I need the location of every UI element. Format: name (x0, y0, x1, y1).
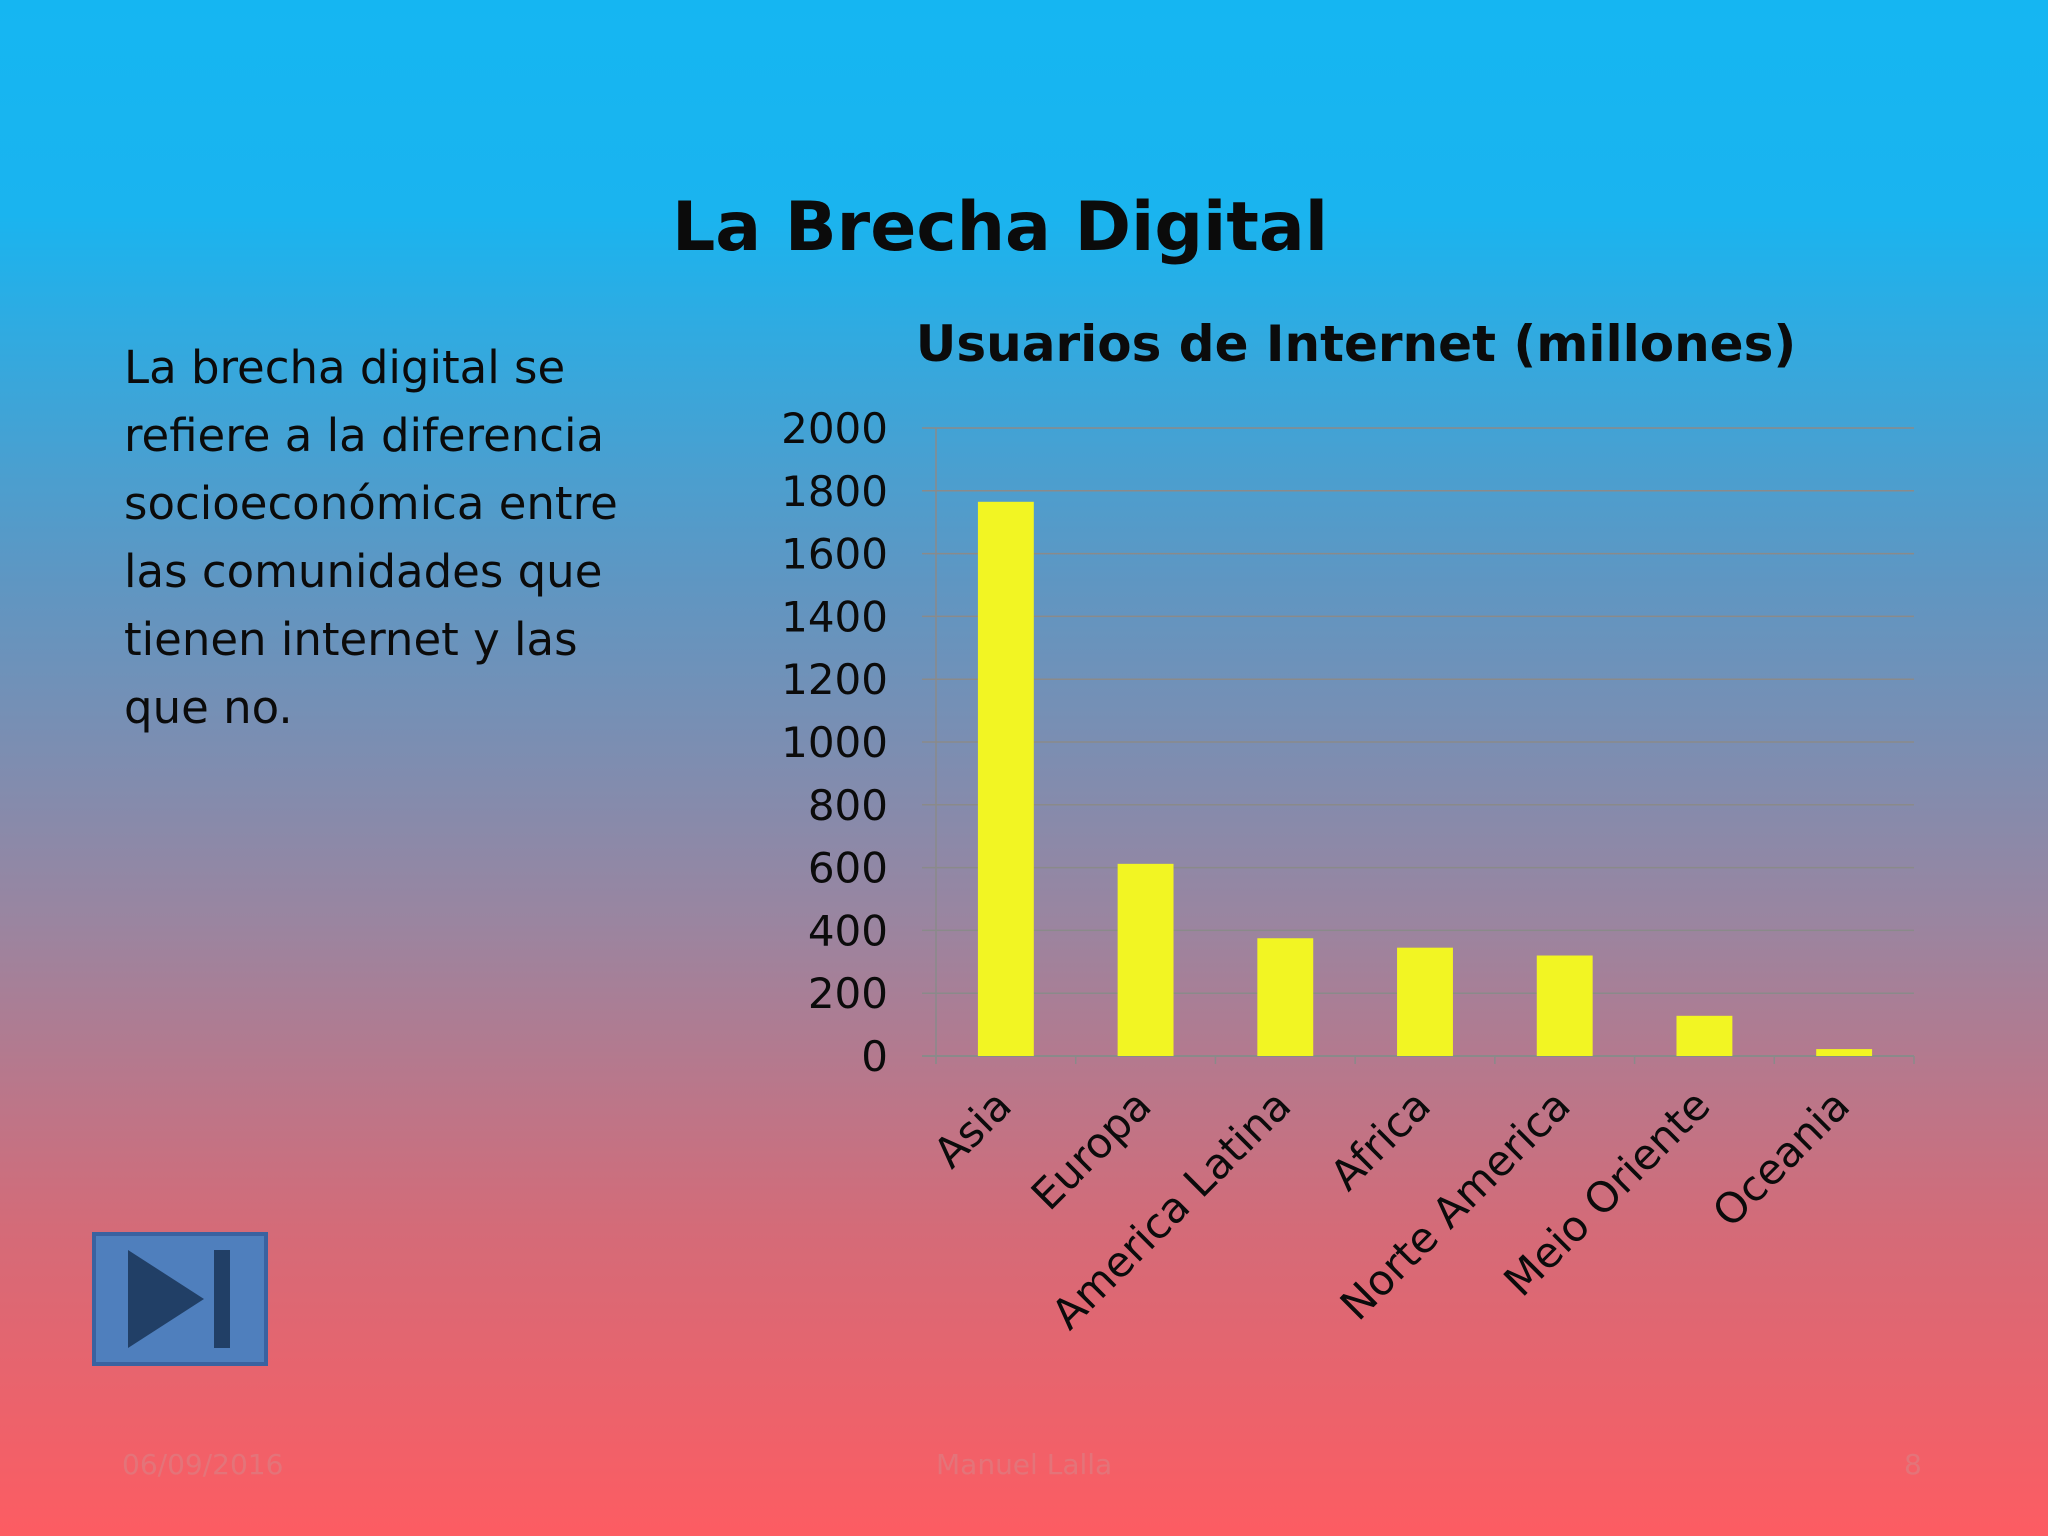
bar-africa (1397, 947, 1453, 1056)
y-tick-label: 1800 (781, 467, 888, 516)
body-line: las comunidades que (124, 545, 603, 598)
chart-title: Usuarios de Internet (millones) (916, 315, 1796, 373)
y-axis-ticks: 0 200 400 600 800 1000 1200 1400 1600 1800 2000 (781, 404, 888, 1081)
y-tick-label: 200 (808, 969, 888, 1018)
y-tick-label: 1000 (781, 718, 888, 767)
y-tick-label: 400 (808, 906, 888, 955)
x-tick-label: Africa (1321, 1080, 1440, 1199)
body-line: refiere a la diferencia (124, 409, 605, 462)
bar-meio-oriente (1676, 1015, 1733, 1056)
slide-title: La Brecha Digital (671, 188, 1329, 267)
gridlines (922, 427, 1915, 1064)
skip-forward-icon (128, 1250, 230, 1348)
bar-chart: Usuarios de Internet (millones) 0 200 400 6… (781, 315, 1915, 1339)
y-tick-label: 800 (808, 781, 888, 830)
body-line: tienen internet y las (124, 613, 578, 666)
footer-page-number: 8 (1904, 1448, 1922, 1481)
footer-date: 06/09/2016 (122, 1448, 284, 1481)
bars (977, 501, 1873, 1056)
bar-norte-america (1536, 955, 1593, 1056)
footer-author: Manuel Lalla (936, 1448, 1113, 1481)
x-tick-label: Europa (1022, 1080, 1161, 1219)
next-slide-button[interactable] (92, 1232, 268, 1366)
bar-europa (1117, 863, 1174, 1056)
y-tick-label: 600 (808, 844, 888, 893)
bar-america-latina (1257, 938, 1314, 1056)
body-line: que no. (124, 681, 293, 734)
body-line: socioeconómica entre (124, 477, 618, 530)
y-tick-label: 2000 (781, 404, 888, 453)
body-line: La brecha digital se (124, 341, 566, 394)
bar-oceania (1816, 1049, 1873, 1056)
y-tick-label: 1400 (781, 592, 888, 641)
x-tick-label: Asia (924, 1080, 1021, 1177)
y-tick-label: 0 (861, 1032, 888, 1081)
x-tick-label: America Latina (1042, 1080, 1300, 1338)
bar-asia (977, 501, 1034, 1056)
x-tick-label: Oceania (1703, 1080, 1859, 1236)
y-tick-label: 1200 (781, 655, 888, 704)
body-text: La brecha digital se refiere a la difere… (124, 334, 684, 742)
y-tick-label: 1600 (781, 530, 888, 579)
